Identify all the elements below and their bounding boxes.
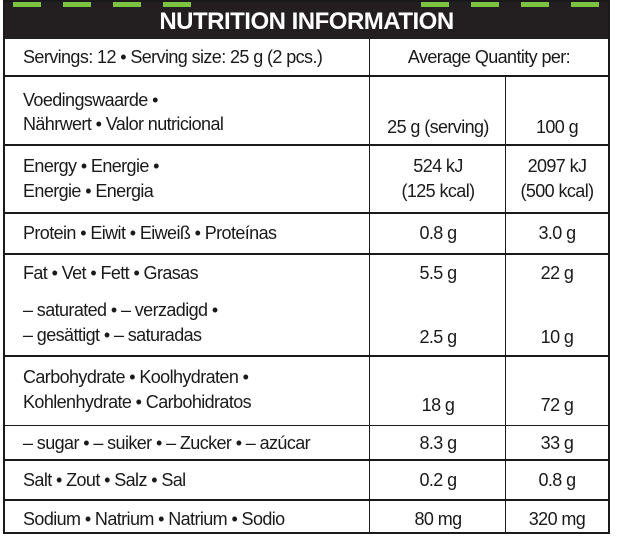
- sugar-100g: 33 g: [540, 433, 574, 453]
- table-row: Salt • Zout • Salz • Sal 0.2 g 0.8 g: [5, 459, 608, 499]
- energy-serving-kcal: (125 kcal): [401, 181, 475, 201]
- table-title: NUTRITION INFORMATION: [159, 8, 454, 35]
- salt-label: Salt • Zout • Salz • Sal: [23, 470, 186, 490]
- column-header-per-serving: 25 g (serving): [387, 117, 489, 137]
- sugar-serving: 8.3 g: [419, 433, 457, 453]
- salt-100g: 0.8 g: [538, 470, 576, 490]
- saturated-label-line2: – gesättigt • – saturadas: [23, 325, 202, 345]
- protein-100g: 3.0 g: [538, 223, 576, 243]
- accent-bar: [113, 2, 141, 7]
- energy-serving-kj: 524 kJ: [413, 156, 463, 176]
- table-row: Sodium • Natrium • Natrium • Sodio 80 mg…: [5, 499, 608, 534]
- table-row: Energy • Energie • Energie • Energia 524…: [5, 144, 608, 212]
- energy-label-line2: Energie • Energia: [23, 181, 154, 201]
- table-row: – sugar • – suiker • – Zucker • – azúcar…: [5, 425, 608, 459]
- accent-bar: [521, 2, 549, 7]
- table-row: Fat • Vet • Fett • Grasas 5.5 g 22 g – s…: [5, 253, 608, 355]
- saturated-serving: 2.5 g: [419, 327, 457, 347]
- column-divider: [505, 75, 506, 534]
- column-header-label-line2: Nährwert • Valor nutricional: [23, 114, 224, 134]
- table-row: Carbohydrate • Koolhydraten • Kohlenhydr…: [5, 355, 608, 425]
- sugar-label: – sugar • – suiker • – Zucker • – azúcar: [23, 433, 311, 453]
- accent-bar: [471, 2, 499, 7]
- average-quantity-label: Average Quantity per:: [407, 47, 571, 67]
- nutrition-table: NUTRITION INFORMATION Servings: 12 • Ser…: [3, 0, 610, 534]
- servings-text: Servings: 12 • Serving size: 25 g (2 pcs…: [23, 47, 323, 67]
- carbohydrate-serving: 18 g: [421, 395, 455, 415]
- saturated-label-line1: – saturated • – verzadigd •: [23, 300, 218, 320]
- column-divider: [369, 39, 370, 75]
- protein-label: Protein • Eiwit • Eiweiß • Proteínas: [23, 223, 277, 243]
- salt-serving: 0.2 g: [419, 470, 457, 490]
- sodium-100g: 320 mg: [528, 509, 586, 529]
- accent-bar: [571, 2, 599, 7]
- sodium-serving: 80 mg: [414, 509, 462, 529]
- column-divider: [369, 75, 370, 534]
- servings-row: Servings: 12 • Serving size: 25 g (2 pcs…: [5, 39, 608, 75]
- table-header: NUTRITION INFORMATION: [5, 2, 608, 39]
- fat-label: Fat • Vet • Fett • Grasas: [23, 263, 199, 283]
- protein-serving: 0.8 g: [419, 223, 457, 243]
- carbohydrate-100g: 72 g: [540, 395, 574, 415]
- accent-bar: [13, 2, 41, 7]
- fat-serving: 5.5 g: [419, 263, 457, 283]
- energy-100g-kcal: (500 kcal): [520, 181, 594, 201]
- accent-bar: [421, 2, 449, 7]
- column-header-label-line1: Voedingswaarde •: [23, 90, 158, 110]
- carbohydrate-label-line2: Kohlenhydrate • Carbohidratos: [23, 392, 252, 412]
- column-header-row: Voedingswaarde • Nährwert • Valor nutric…: [5, 75, 608, 144]
- fat-100g: 22 g: [540, 263, 574, 283]
- sodium-label: Sodium • Natrium • Natrium • Sodio: [23, 509, 285, 529]
- energy-100g-kj: 2097 kJ: [527, 156, 587, 176]
- saturated-100g: 10 g: [540, 327, 574, 347]
- column-header-per-100g: 100 g: [535, 117, 579, 137]
- energy-label-line1: Energy • Energie •: [23, 156, 159, 176]
- table-row: Protein • Eiwit • Eiweiß • Proteínas 0.8…: [5, 212, 608, 253]
- accent-bar: [163, 2, 191, 7]
- accent-bar: [63, 2, 91, 7]
- carbohydrate-label-line1: Carbohydrate • Koolhydraten •: [23, 367, 249, 387]
